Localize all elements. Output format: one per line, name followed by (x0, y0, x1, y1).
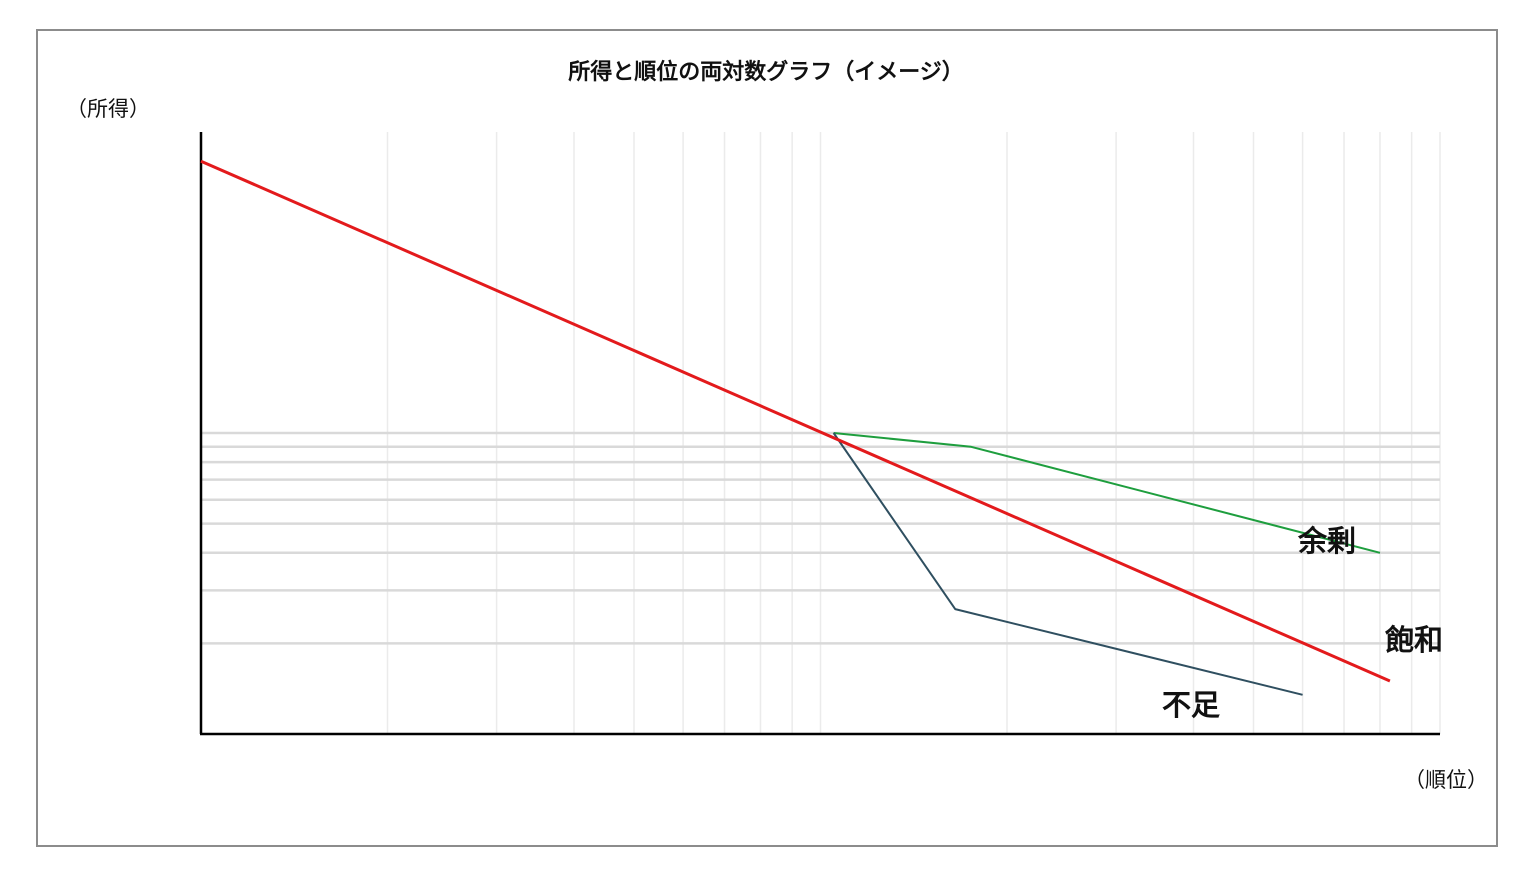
chart-title: 所得と順位の両対数グラフ（イメージ） (568, 59, 964, 85)
chart-frame (36, 29, 1498, 847)
series-label-deficit: 不足 (1162, 688, 1220, 722)
series-line-saturation (200, 159, 1391, 683)
series-line-surplus (833, 432, 1381, 554)
series-label-surplus: 余剰 (1297, 524, 1356, 558)
series-label-saturation: 飽和 (1385, 623, 1443, 657)
series-group (200, 159, 1391, 696)
y-gridlines (201, 431, 1440, 645)
series-line-deficit (832, 432, 1303, 696)
x-axis-label: （順位） (1404, 768, 1488, 792)
y-axis-label: （所得） (66, 97, 150, 121)
